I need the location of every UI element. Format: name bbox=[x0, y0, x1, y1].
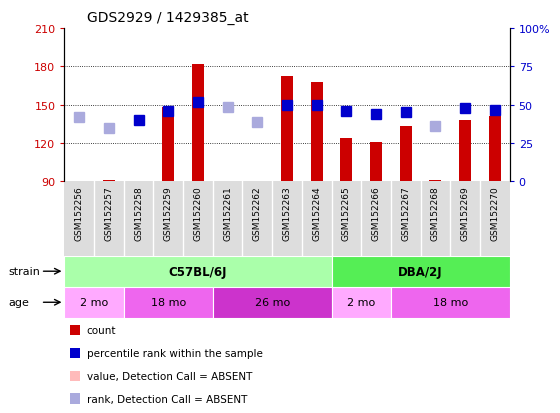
Bar bbox=[332, 287, 391, 318]
Text: 26 mo: 26 mo bbox=[255, 297, 290, 308]
Text: GDS2929 / 1429385_at: GDS2929 / 1429385_at bbox=[87, 11, 248, 25]
Text: GSM152266: GSM152266 bbox=[371, 185, 381, 240]
Text: GSM152262: GSM152262 bbox=[253, 185, 262, 240]
Text: GSM152267: GSM152267 bbox=[401, 185, 410, 240]
Bar bbox=[103, 180, 115, 182]
Bar bbox=[430, 180, 441, 182]
Text: GSM152265: GSM152265 bbox=[342, 185, 351, 240]
Bar bbox=[124, 287, 213, 318]
Bar bbox=[64, 287, 124, 318]
Bar bbox=[340, 138, 352, 182]
Text: GSM152256: GSM152256 bbox=[74, 185, 84, 240]
Bar bbox=[400, 127, 412, 182]
Bar bbox=[489, 117, 501, 182]
Bar bbox=[311, 83, 323, 182]
Text: GSM152261: GSM152261 bbox=[223, 185, 232, 240]
Text: value, Detection Call = ABSENT: value, Detection Call = ABSENT bbox=[87, 371, 252, 381]
Text: GSM152258: GSM152258 bbox=[134, 185, 143, 240]
Text: C57BL/6J: C57BL/6J bbox=[169, 265, 227, 278]
Text: GSM152257: GSM152257 bbox=[104, 185, 114, 240]
Bar bbox=[162, 108, 174, 182]
Text: 2 mo: 2 mo bbox=[347, 297, 375, 308]
Bar bbox=[370, 142, 382, 182]
Text: strain: strain bbox=[8, 266, 40, 277]
Text: GSM152264: GSM152264 bbox=[312, 185, 321, 240]
Text: percentile rank within the sample: percentile rank within the sample bbox=[87, 348, 263, 358]
Bar bbox=[459, 121, 471, 182]
Text: GSM152269: GSM152269 bbox=[460, 185, 470, 240]
Bar bbox=[281, 77, 293, 182]
Text: age: age bbox=[8, 297, 29, 308]
Text: 18 mo: 18 mo bbox=[151, 297, 186, 308]
Text: DBA/2J: DBA/2J bbox=[398, 265, 443, 278]
Bar bbox=[332, 256, 510, 287]
Bar bbox=[213, 287, 332, 318]
Text: GSM152263: GSM152263 bbox=[282, 185, 292, 240]
Bar bbox=[391, 287, 510, 318]
Text: count: count bbox=[87, 325, 116, 335]
Text: rank, Detection Call = ABSENT: rank, Detection Call = ABSENT bbox=[87, 394, 247, 404]
Text: GSM152259: GSM152259 bbox=[164, 185, 173, 240]
Bar bbox=[192, 64, 204, 182]
Text: GSM152270: GSM152270 bbox=[490, 185, 500, 240]
Text: GSM152260: GSM152260 bbox=[193, 185, 203, 240]
Text: 18 mo: 18 mo bbox=[433, 297, 468, 308]
Text: GSM152268: GSM152268 bbox=[431, 185, 440, 240]
Bar bbox=[64, 256, 332, 287]
Text: 2 mo: 2 mo bbox=[80, 297, 108, 308]
